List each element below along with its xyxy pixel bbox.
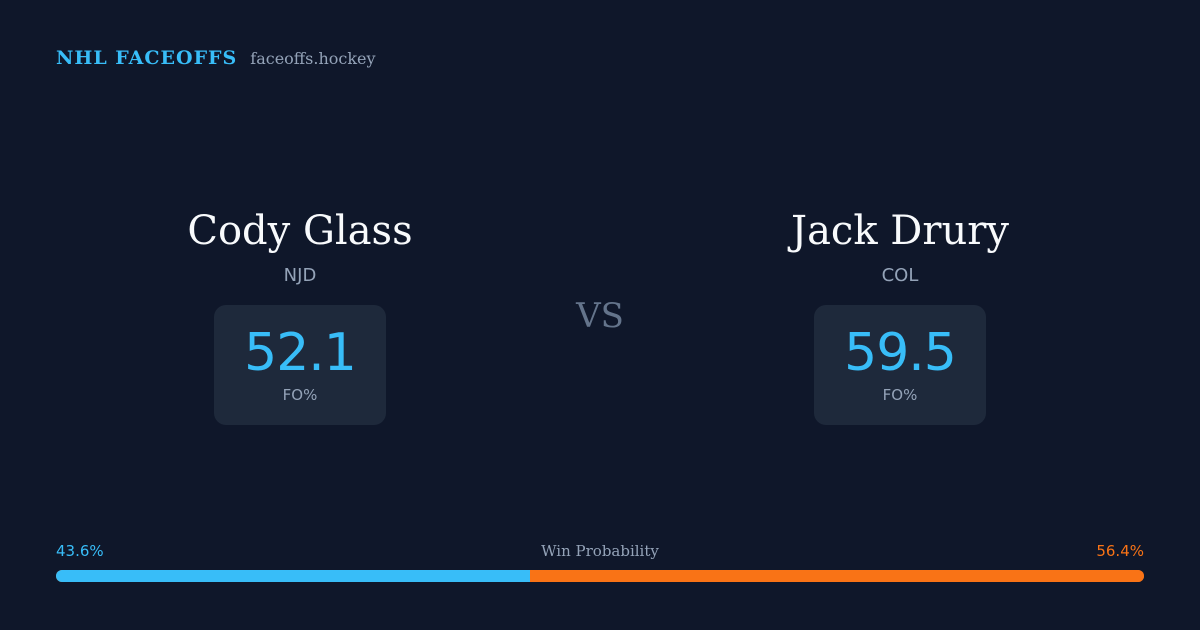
player-team: COL: [881, 265, 919, 286]
brand-name: NHL FACEOFFS: [56, 47, 238, 69]
brand-header: NHL FACEOFFS faceoffs.hockey: [56, 47, 376, 69]
faceoff-stat-card: 59.5 FO%: [814, 305, 986, 425]
win-probability-left-percent: 43.6%: [56, 542, 104, 560]
faceoff-percentage-label: FO%: [882, 386, 918, 404]
brand-site: faceoffs.hockey: [250, 49, 376, 68]
win-probability-fill-right: [530, 570, 1144, 582]
player-card-left: Cody Glass NJD 52.1 FO%: [90, 203, 510, 425]
versus-label: VS: [576, 296, 624, 336]
player-name: Cody Glass: [187, 208, 413, 254]
faceoff-percentage-value: 52.1: [244, 323, 357, 383]
win-probability-labels: Win Probability 43.6% 56.4%: [56, 542, 1144, 564]
faceoff-stat-card: 52.1 FO%: [214, 305, 386, 425]
win-probability-title: Win Probability: [541, 542, 659, 560]
faceoff-percentage-value: 59.5: [844, 323, 957, 383]
win-probability-right-percent: 56.4%: [1096, 542, 1144, 560]
win-probability-bar: [56, 570, 1144, 582]
player-team: NJD: [283, 265, 317, 286]
faceoff-percentage-label: FO%: [282, 386, 318, 404]
player-name: Jack Drury: [791, 208, 1009, 254]
player-card-right: Jack Drury COL 59.5 FO%: [690, 203, 1110, 425]
win-probability-fill-left: [56, 570, 531, 582]
